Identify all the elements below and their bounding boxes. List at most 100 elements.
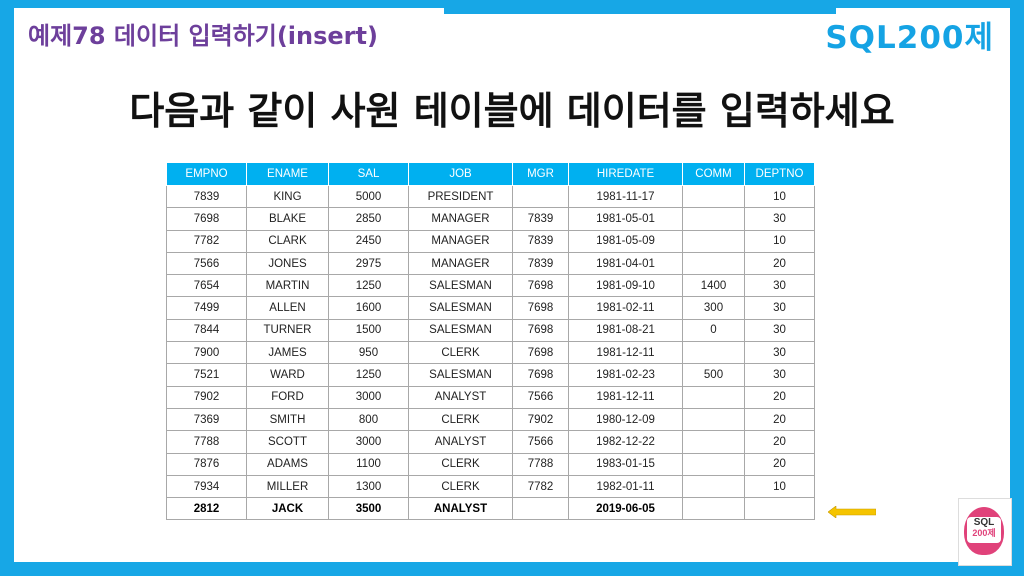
table-cell: 7698: [166, 207, 247, 231]
table-cell: 7788: [166, 430, 247, 454]
table-cell: MARTIN: [246, 274, 329, 298]
example-title: 예제78 데이터 입력하기(insert): [28, 22, 378, 50]
table-cell: MILLER: [246, 474, 329, 499]
column-header: MGR: [512, 162, 569, 186]
table-cell: 7566: [166, 251, 247, 276]
table-cell: 7839: [512, 207, 569, 231]
table-cell: [682, 430, 745, 454]
table-row: 7900 JAMES 950 CLERK 7698 1981-12-11 30: [166, 341, 815, 365]
table-cell: 1982-12-22: [568, 430, 683, 454]
new-row-cell: [682, 497, 745, 521]
table-cell: SCOTT: [246, 430, 329, 454]
table-cell: [682, 385, 745, 409]
table-cell: SALESMAN: [408, 318, 513, 343]
table-cell: 30: [744, 363, 815, 387]
table-cell: 1100: [328, 452, 409, 476]
table-cell: WARD: [246, 363, 329, 387]
table-row: 7839 KING 5000 PRESIDENT 1981-11-17 10: [166, 184, 815, 209]
table-cell: 7521: [166, 363, 247, 387]
table-cell: 1980-12-09: [568, 407, 683, 432]
table-cell: 7782: [512, 474, 569, 499]
column-header: COMM: [682, 162, 745, 186]
table-cell: 1981-12-11: [568, 341, 683, 365]
new-row-cell: JACK: [246, 497, 329, 521]
table-cell: BLAKE: [246, 207, 329, 231]
table-cell: 1981-11-17: [568, 184, 683, 209]
table-cell: 7698: [512, 274, 569, 298]
table-cell: 2450: [328, 229, 409, 253]
table-cell: 10: [744, 474, 815, 499]
table-cell: 7566: [512, 430, 569, 454]
left-arrow-icon: [828, 506, 876, 518]
table-cell: 1983-01-15: [568, 452, 683, 476]
table-cell: JONES: [246, 251, 329, 276]
table-header-row: EMPNO ENAME SAL JOB MGR HIREDATE COMM DEPTNO: [166, 162, 815, 186]
table-cell: 30: [744, 341, 815, 365]
table-cell: 7839: [512, 251, 569, 276]
table-cell: 7698: [512, 341, 569, 365]
table-cell: 1250: [328, 363, 409, 387]
table-cell: [682, 229, 745, 253]
table-row: 7521 WARD 1250 SALESMAN 7698 1981-02-23 500 30: [166, 363, 815, 387]
table-cell: 1982-01-11: [568, 474, 683, 499]
table-cell: 7934: [166, 474, 247, 499]
book-cover-line2: 200제: [972, 528, 996, 538]
table-cell: 1500: [328, 318, 409, 343]
emp-table: EMPNO ENAME SAL JOB MGR HIREDATE COMM DEPTNO 78…: [166, 162, 815, 521]
table-cell: 30: [744, 318, 815, 343]
table-cell: SALESMAN: [408, 363, 513, 387]
table-cell: MANAGER: [408, 207, 513, 231]
table-cell: KING: [246, 184, 329, 209]
table-cell: 20: [744, 251, 815, 276]
table-row: 7844 TURNER 1500 SALESMAN 7698 1981-08-21 0 30: [166, 318, 815, 343]
table-cell: 7839: [512, 229, 569, 253]
table-cell: 10: [744, 229, 815, 253]
table-cell: MANAGER: [408, 229, 513, 253]
new-row-cell: 2812: [166, 497, 247, 521]
table-body: 7839 KING 5000 PRESIDENT 1981-11-17 10 7698 BLA…: [166, 184, 815, 521]
title-tab: [14, 8, 444, 60]
table-cell: 2850: [328, 207, 409, 231]
table-cell: 800: [328, 407, 409, 432]
table-cell: CLERK: [408, 341, 513, 365]
column-header: JOB: [408, 162, 513, 186]
table-cell: 500: [682, 363, 745, 387]
table-cell: MANAGER: [408, 251, 513, 276]
table-cell: 20: [744, 452, 815, 476]
table-cell: 7902: [512, 407, 569, 432]
table-cell: 3000: [328, 385, 409, 409]
table-cell: SALESMAN: [408, 274, 513, 298]
table-cell: SMITH: [246, 407, 329, 432]
table-cell: [682, 207, 745, 231]
table-cell: [682, 474, 745, 499]
table-cell: 1981-04-01: [568, 251, 683, 276]
table-cell: 5000: [328, 184, 409, 209]
table-cell: 1981-02-23: [568, 363, 683, 387]
new-row-cell: 3500: [328, 497, 409, 521]
page-headline: 다음과 같이 사원 테이블에 데이터를 입력하세요: [129, 89, 895, 133]
table-cell: 7566: [512, 385, 569, 409]
table-row: 7698 BLAKE 2850 MANAGER 7839 1981-05-01 30: [166, 207, 815, 231]
column-header: EMPNO: [166, 162, 247, 186]
brand-tab: [836, 8, 1010, 60]
table-cell: 30: [744, 296, 815, 320]
table-cell: 30: [744, 207, 815, 231]
table-cell: CLERK: [408, 474, 513, 499]
table-cell: [682, 452, 745, 476]
table-cell: 1400: [682, 274, 745, 298]
table-cell: 300: [682, 296, 745, 320]
table-cell: 7876: [166, 452, 247, 476]
book-cover-text: SQL 200제: [967, 517, 1001, 543]
brand-logo-text: SQL200제: [825, 20, 994, 56]
table-cell: 30: [744, 274, 815, 298]
new-row-cell: ANALYST: [408, 497, 513, 521]
table-row: 7566 JONES 2975 MANAGER 7839 1981-04-01 20: [166, 251, 815, 276]
column-header: DEPTNO: [744, 162, 815, 186]
new-row-cell: [744, 497, 815, 521]
table-cell: CLERK: [408, 407, 513, 432]
table-cell: [682, 341, 745, 365]
table-cell: 2975: [328, 251, 409, 276]
table-cell: 7698: [512, 318, 569, 343]
new-row-cell: [512, 497, 569, 521]
table-cell: 1981-05-09: [568, 229, 683, 253]
